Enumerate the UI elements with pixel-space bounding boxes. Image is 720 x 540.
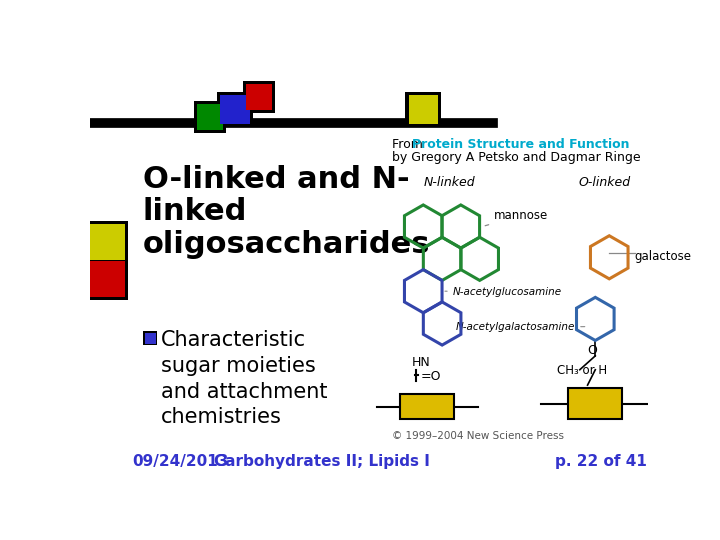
Bar [89, 224, 125, 260]
Bar [217, 92, 253, 127]
Text: From: From [392, 138, 427, 151]
Text: Protein Structure and Function: Protein Structure and Function [412, 138, 629, 151]
Bar [405, 92, 441, 127]
Text: Characteristic
sugar moieties
and attachment
chemistries: Characteristic sugar moieties and attach… [161, 330, 328, 427]
Bar [86, 221, 128, 262]
Text: 09/24/2013: 09/24/2013 [132, 454, 229, 469]
Text: Carbohydrates II; Lipids I: Carbohydrates II; Lipids I [214, 454, 430, 469]
Text: =O: =O [421, 370, 441, 383]
Bar [246, 84, 272, 110]
Text: N-acetylgalactosamine: N-acetylgalactosamine [456, 322, 585, 333]
Bar [86, 258, 128, 300]
Bar [143, 331, 158, 345]
Bar [400, 394, 454, 419]
Text: Asn: Asn [414, 400, 440, 413]
Bar [568, 388, 622, 419]
Text: O: O [588, 345, 597, 357]
Text: CH₃ or H: CH₃ or H [557, 363, 607, 376]
Bar [408, 95, 438, 124]
Bar [145, 333, 156, 343]
Text: galactose: galactose [635, 249, 692, 262]
Text: O-linked: O-linked [578, 177, 631, 190]
Bar [243, 81, 275, 113]
Text: Ser
or Thr: Ser or Thr [575, 389, 616, 417]
Text: mannose: mannose [485, 209, 549, 226]
Text: by Gregory A Petsko and Dagmar Ringe: by Gregory A Petsko and Dagmar Ringe [392, 151, 641, 164]
Text: © 1999–2004 New Science Press: © 1999–2004 New Science Press [392, 430, 564, 441]
Bar [220, 95, 250, 124]
Text: O-linked and N-
linked
oligosaccharides: O-linked and N- linked oligosaccharides [143, 165, 431, 259]
Text: N-acetylglucosamine: N-acetylglucosamine [445, 287, 562, 297]
Bar [197, 104, 223, 130]
Text: p. 22 of 41: p. 22 of 41 [555, 454, 647, 469]
Text: N-linked: N-linked [423, 177, 475, 190]
Text: HN: HN [412, 356, 431, 369]
Bar [89, 261, 125, 296]
Bar [194, 101, 226, 133]
